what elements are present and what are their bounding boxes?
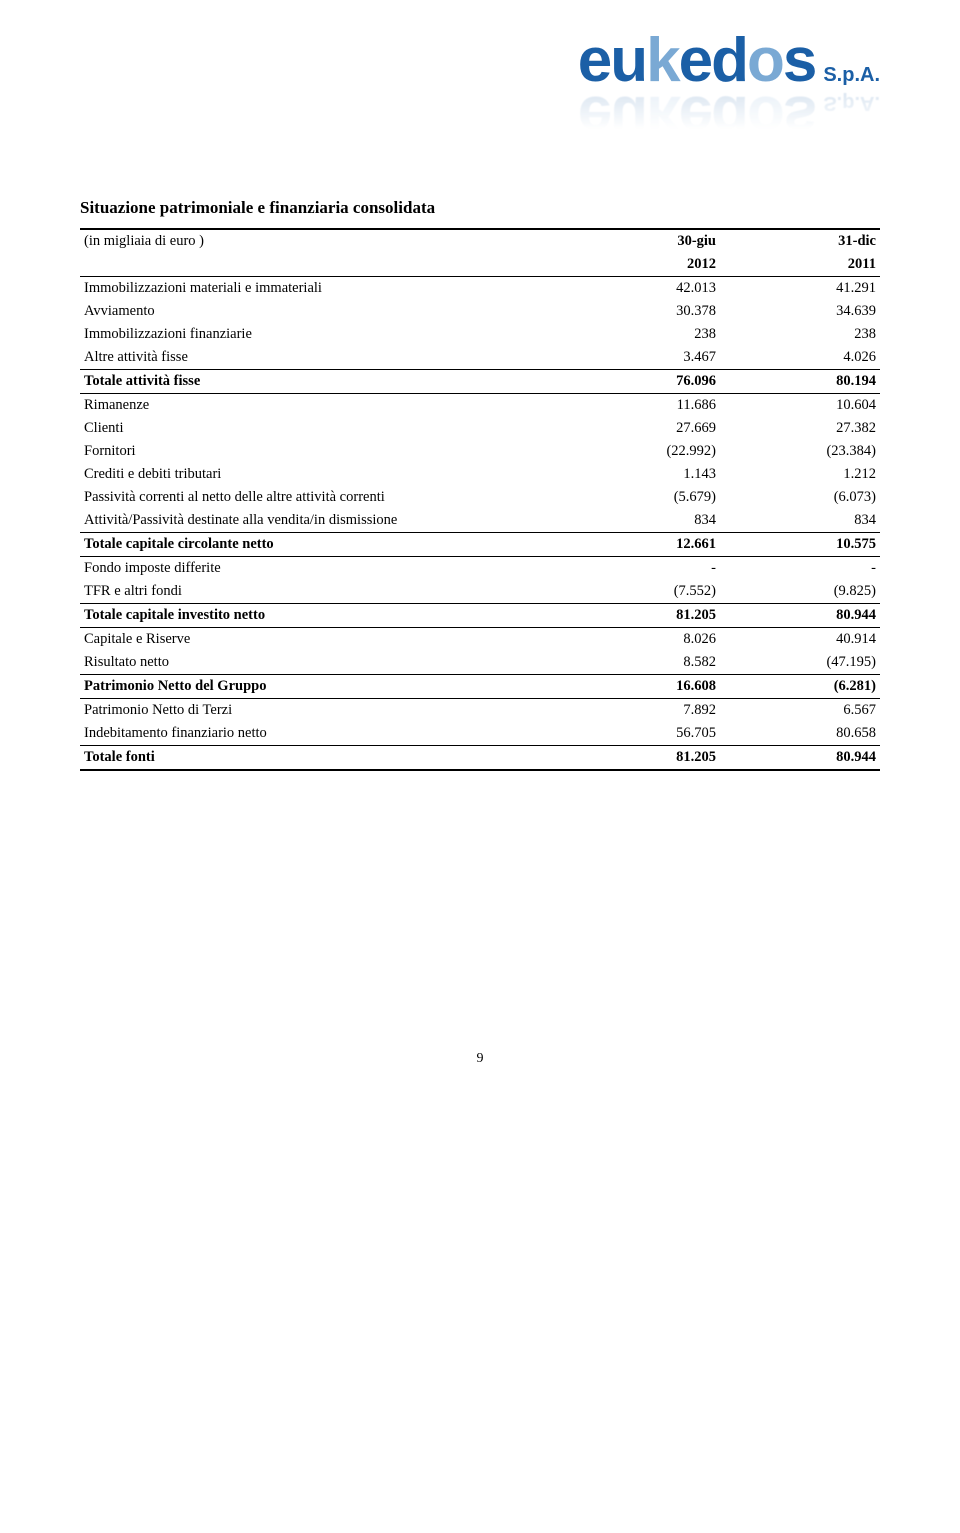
table-row: Rimanenze11.68610.604 bbox=[80, 394, 880, 418]
table-row: Patrimonio Netto di Terzi7.8926.567 bbox=[80, 699, 880, 723]
table-row-total: Totale capitale circolante netto12.66110… bbox=[80, 533, 880, 557]
table-row: Fondo imposte differite-- bbox=[80, 557, 880, 581]
table-row: Altre attività fisse3.4674.026 bbox=[80, 346, 880, 370]
col1-year: 2012 bbox=[560, 253, 720, 277]
table-header-row-1: (in migliaia di euro ) 30-giu 31-dic bbox=[80, 229, 880, 253]
logo-suffix: S.p.A. bbox=[823, 64, 880, 87]
logo-block: eukedos S.p.A. eukedos S.p.A. bbox=[80, 30, 880, 148]
col2-year: 2011 bbox=[720, 253, 880, 277]
table-row: Passività correnti al netto delle altre … bbox=[80, 486, 880, 509]
company-logo: eukedos S.p.A. eukedos S.p.A. bbox=[578, 30, 880, 148]
col2-period: 31-dic bbox=[720, 229, 880, 253]
table-row-total: Totale attività fisse76.09680.194 bbox=[80, 370, 880, 394]
table-row: Crediti e debiti tributari1.1431.212 bbox=[80, 463, 880, 486]
table-header-row-2: 2012 2011 bbox=[80, 253, 880, 277]
table-row: Attività/Passività destinate alla vendit… bbox=[80, 509, 880, 533]
financial-table: (in migliaia di euro ) 30-giu 31-dic 201… bbox=[80, 228, 880, 771]
table-row: Fornitori(22.992)(23.384) bbox=[80, 440, 880, 463]
table-row: TFR e altri fondi(7.552)(9.825) bbox=[80, 580, 880, 604]
table-row: Immobilizzazioni finanziarie238238 bbox=[80, 323, 880, 346]
table-row: Avviamento30.37834.639 bbox=[80, 300, 880, 323]
table-row: Clienti27.66927.382 bbox=[80, 417, 880, 440]
table-row-total: Patrimonio Netto del Gruppo16.608(6.281) bbox=[80, 675, 880, 699]
unit-label: (in migliaia di euro ) bbox=[80, 229, 560, 253]
col1-period: 30-giu bbox=[560, 229, 720, 253]
table-row: Indebitamento finanziario netto56.70580.… bbox=[80, 722, 880, 746]
table-row: Capitale e Riserve8.02640.914 bbox=[80, 628, 880, 652]
table-row-total: Totale capitale investito netto81.20580.… bbox=[80, 604, 880, 628]
page-title: Situazione patrimoniale e finanziaria co… bbox=[80, 198, 880, 218]
table-row: Immobilizzazioni materiali e immateriali… bbox=[80, 277, 880, 301]
page-number: 9 bbox=[80, 1051, 880, 1067]
table-row-total: Totale fonti81.20580.944 bbox=[80, 746, 880, 771]
table-row: Risultato netto8.582(47.195) bbox=[80, 651, 880, 675]
